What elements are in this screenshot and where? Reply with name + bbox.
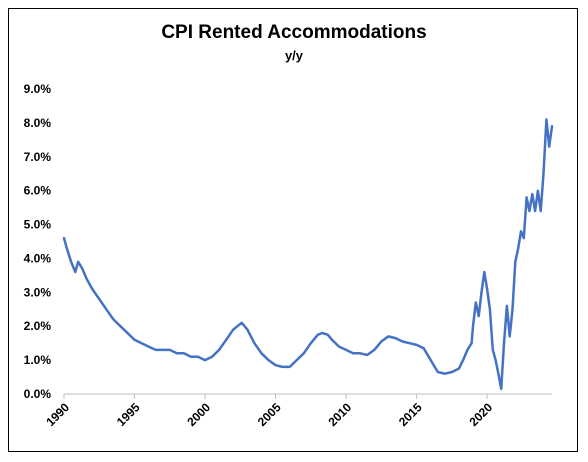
y-axis-labels: 0.0% 1.0% 2.0% 3.0% 4.0% 5.0% 6.0% 7.0% 8.0% 9.0% <box>24 82 52 401</box>
y-tick-label: 8.0% <box>24 116 52 130</box>
x-tick-label: 2020 <box>466 400 495 429</box>
series-line <box>62 118 554 391</box>
series-group <box>62 118 554 391</box>
x-tick-label: 2015 <box>396 400 425 429</box>
y-tick-label: 6.0% <box>24 184 52 198</box>
x-axis-labels: 1990 1995 2000 2005 2010 2015 2020 <box>43 400 495 429</box>
chart-title: CPI Rented Accommodations <box>161 22 427 43</box>
chart-frame <box>8 8 578 452</box>
x-tick-label: 2000 <box>184 400 213 429</box>
y-tick-label: 0.0% <box>24 387 52 401</box>
y-tick-label: 5.0% <box>24 218 52 232</box>
y-tick-label: 1.0% <box>24 353 52 367</box>
y-tick-label: 3.0% <box>24 285 52 299</box>
x-tick-label: 1995 <box>114 400 143 429</box>
chart-subtitle: y/y <box>284 48 304 63</box>
x-tick-label: 2005 <box>255 400 284 429</box>
y-tick-label: 7.0% <box>24 150 52 164</box>
x-tick-label: 2010 <box>325 400 354 429</box>
x-axis-ticks <box>63 394 488 399</box>
y-tick-label: 9.0% <box>24 82 52 96</box>
y-tick-label: 2.0% <box>24 319 52 333</box>
y-tick-label: 4.0% <box>24 251 52 265</box>
x-tick-label: 1990 <box>43 400 72 429</box>
